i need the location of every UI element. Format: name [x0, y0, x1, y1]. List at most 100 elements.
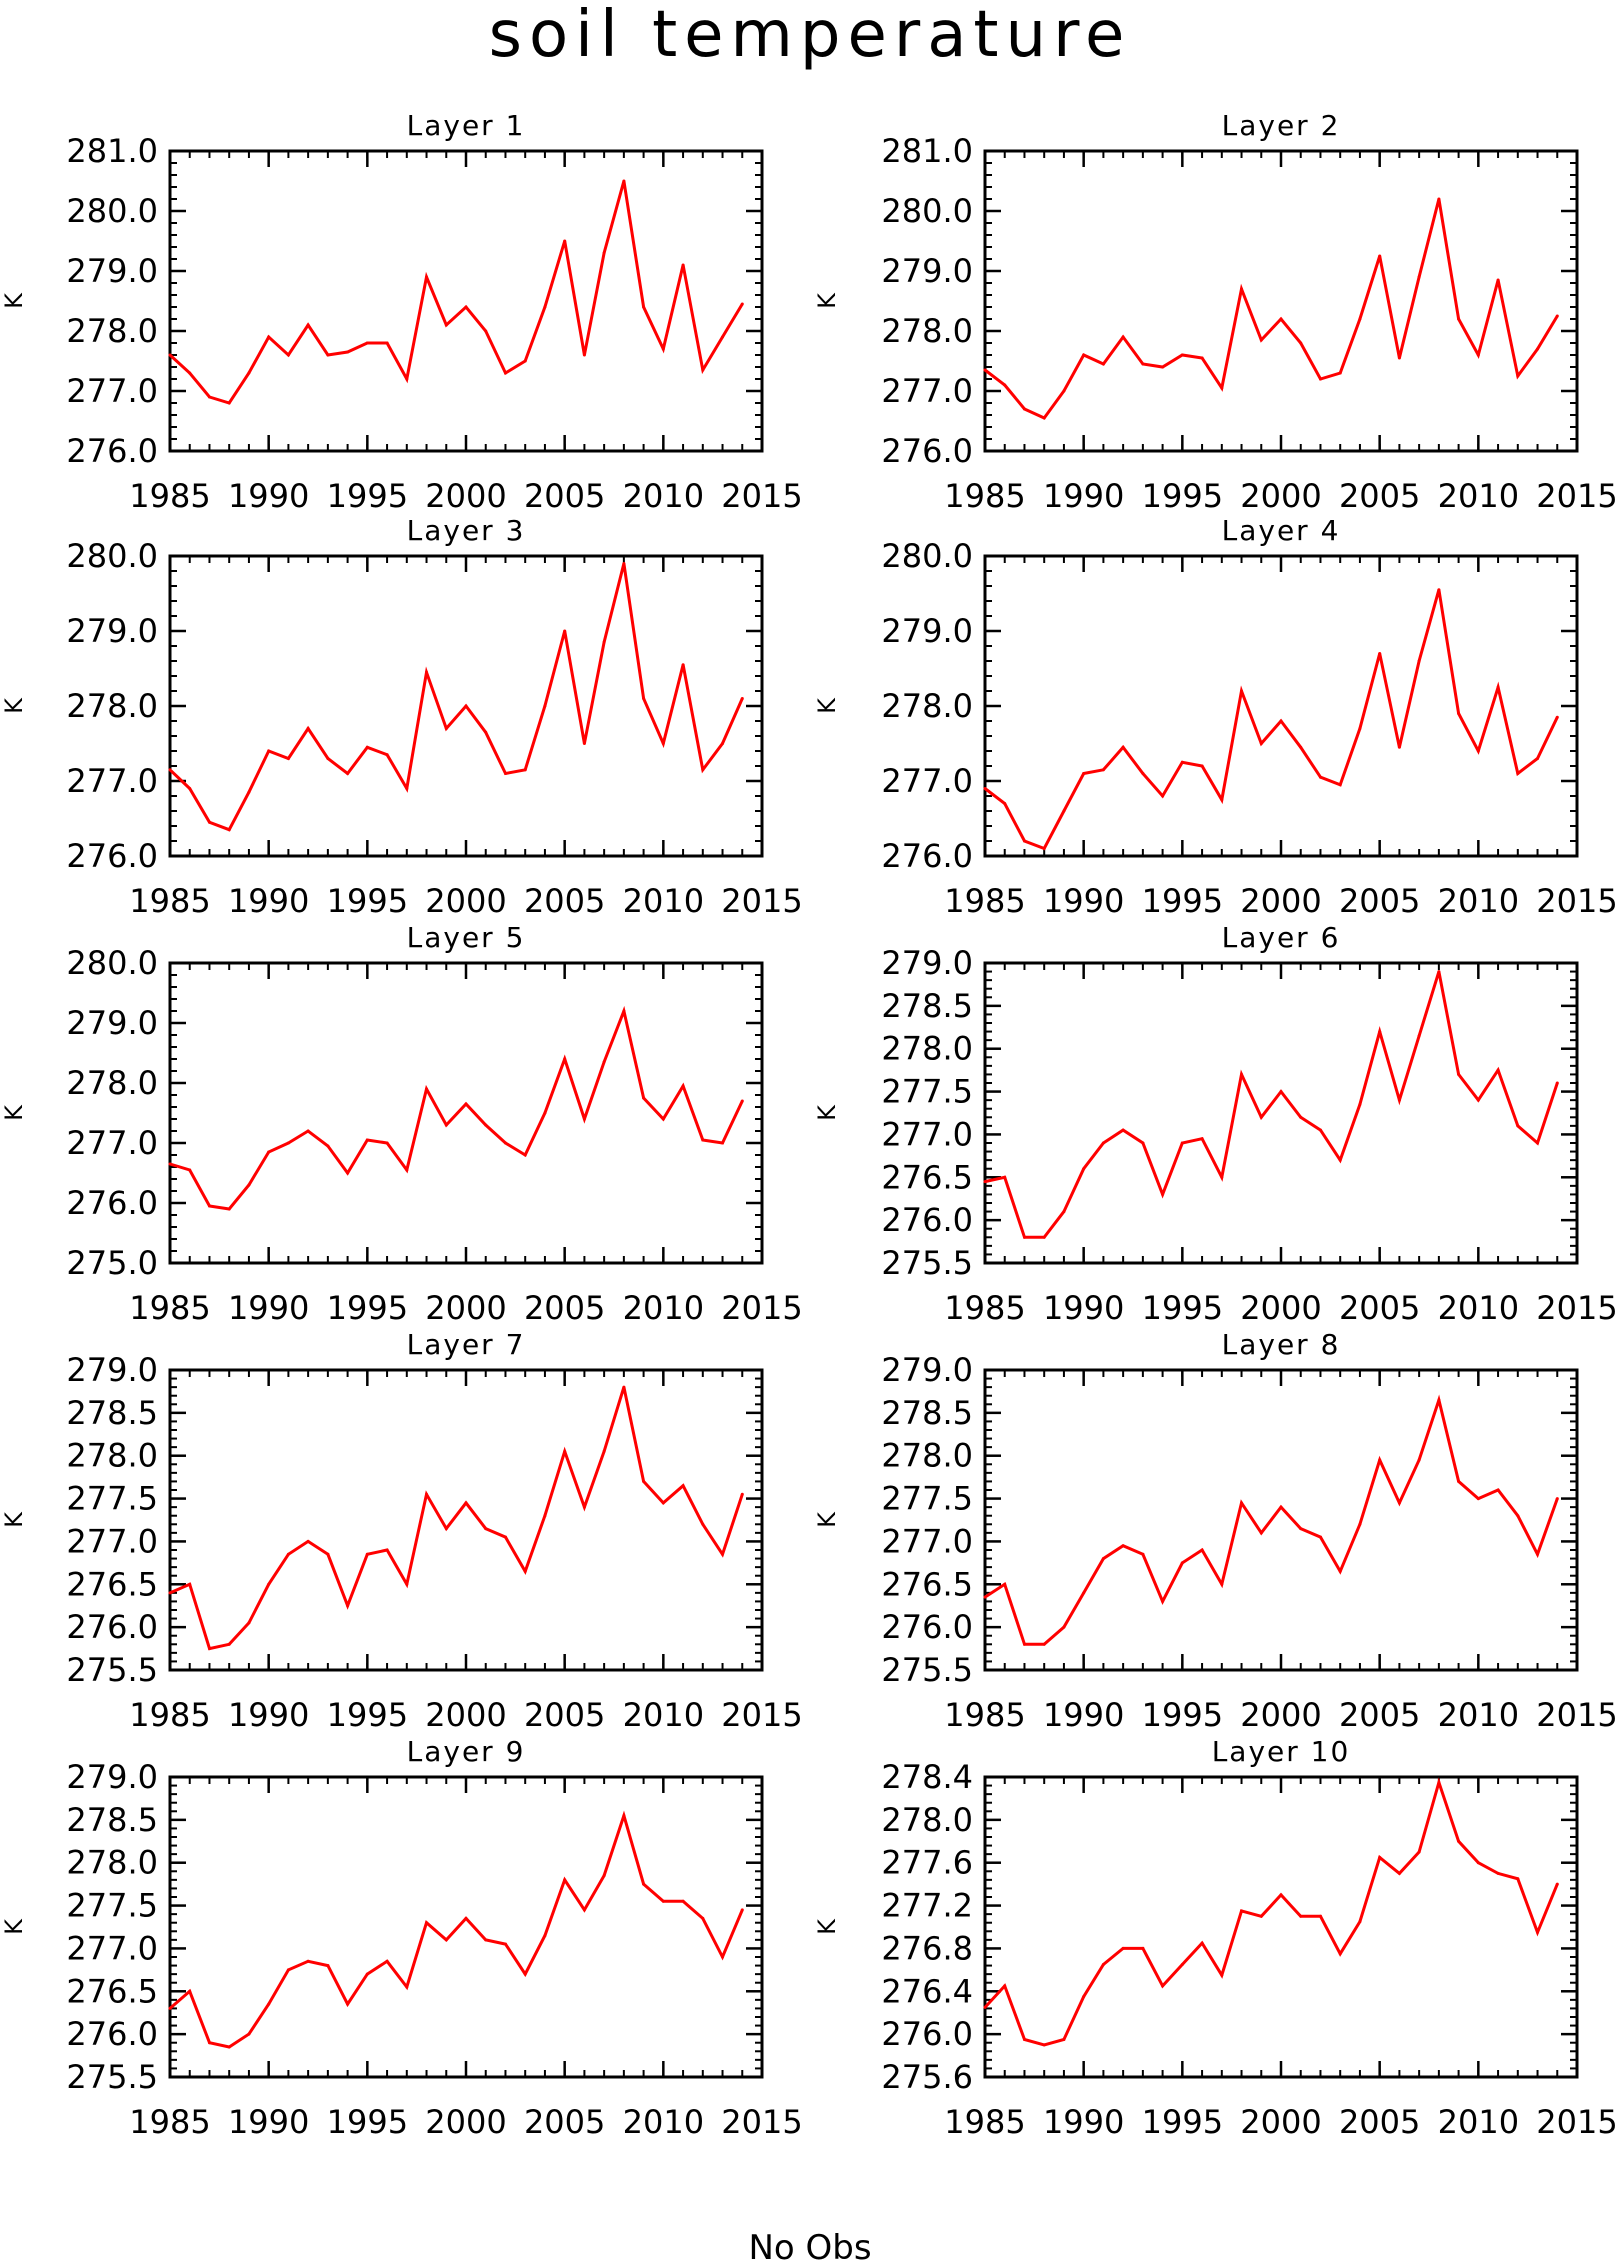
- data-point: [642, 305, 646, 309]
- data-point: [983, 787, 987, 790]
- y-tick-label: 278.0: [66, 687, 158, 725]
- data-point: [1101, 362, 1105, 366]
- data-point: [701, 1916, 705, 1920]
- data-point: [602, 1060, 606, 1064]
- data-point: [1397, 1098, 1401, 1102]
- data-point: [602, 1449, 606, 1453]
- data-point: [188, 787, 192, 790]
- data-point: [1121, 1544, 1125, 1548]
- data-point: [1220, 386, 1224, 390]
- panel-title: Layer 9: [407, 1735, 526, 1768]
- data-point: [484, 1123, 488, 1127]
- data-point: [1141, 1141, 1145, 1145]
- y-axis-label: K: [813, 1918, 841, 1935]
- x-tick-label: 2005: [524, 2103, 605, 2141]
- data-point: [267, 1150, 271, 1154]
- data-point: [1062, 2038, 1066, 2041]
- data-point: [1023, 1235, 1026, 1239]
- data-point: [306, 1539, 310, 1543]
- x-tick-label: 1985: [129, 477, 210, 515]
- data-point: [1555, 1081, 1559, 1085]
- data-point: [1082, 353, 1086, 357]
- data-point: [642, 1882, 646, 1886]
- data-point: [681, 663, 685, 667]
- data-point: [1437, 197, 1441, 201]
- data-point: [365, 1552, 369, 1556]
- data-point: [405, 1168, 409, 1172]
- data-point: [523, 1972, 527, 1976]
- data-point: [504, 772, 507, 775]
- data-point: [1023, 2038, 1026, 2041]
- data-point: [1496, 1871, 1500, 1875]
- data-point: [1042, 847, 1046, 850]
- data-point: [1555, 314, 1559, 318]
- x-tick-label: 1995: [327, 882, 408, 920]
- data-point: [1397, 1501, 1401, 1505]
- data-point: [267, 1582, 271, 1586]
- data-point: [1299, 745, 1303, 749]
- plot-frame: [983, 961, 1579, 1265]
- data-point: [681, 263, 685, 267]
- y-tick-label: 275.5: [881, 1244, 973, 1282]
- x-tick-label: 2010: [623, 2103, 704, 2141]
- data-point: [1259, 1531, 1263, 1535]
- x-tick-label: 1990: [1043, 1696, 1124, 1734]
- data-point: [1141, 362, 1145, 366]
- panel-title: Layer 10: [1212, 1735, 1351, 1768]
- data-point: [661, 347, 665, 351]
- footnote: No Obs: [748, 2228, 872, 2268]
- data-point: [543, 1111, 547, 1115]
- y-tick-label: 277.5: [881, 1073, 973, 1111]
- data-line: [984, 198, 1559, 420]
- data-point: [504, 371, 507, 375]
- data-point: [1378, 254, 1382, 258]
- y-tick-label: 278.0: [881, 1030, 973, 1068]
- y-tick-label: 281.0: [66, 132, 158, 170]
- data-point: [286, 757, 290, 760]
- data-point: [1062, 1625, 1066, 1629]
- data-line: [169, 1386, 744, 1651]
- data-point: [681, 1084, 685, 1088]
- data-point: [1536, 757, 1539, 760]
- y-tick-label: 277.0: [881, 1115, 973, 1153]
- x-tick-label: 1985: [129, 1289, 210, 1327]
- y-tick-label: 278.0: [881, 687, 973, 725]
- y-tick-label: 277.0: [66, 1522, 158, 1560]
- y-tick-label: 280.0: [66, 537, 158, 575]
- data-point: [247, 371, 251, 375]
- data-point: [1358, 1102, 1362, 1106]
- data-point: [1378, 652, 1382, 655]
- x-tick-label: 2000: [1240, 882, 1321, 920]
- data-point: [168, 2006, 172, 2010]
- data-point: [1023, 407, 1026, 411]
- data-point: [661, 742, 665, 745]
- data-point: [1062, 1210, 1066, 1214]
- data-point: [1516, 1877, 1520, 1881]
- y-tick-label: 280.0: [881, 537, 973, 575]
- data-point: [1437, 1780, 1441, 1784]
- data-point: [1299, 1115, 1303, 1119]
- data-point: [701, 768, 705, 772]
- data-point: [1180, 760, 1184, 764]
- data-point: [1200, 764, 1204, 768]
- data-point: [444, 1938, 448, 1942]
- x-tick-label: 2000: [1240, 1289, 1321, 1327]
- data-point: [188, 1582, 192, 1586]
- data-point: [1417, 1850, 1421, 1854]
- data-point: [1417, 275, 1421, 279]
- data-point: [1319, 1535, 1322, 1539]
- y-tick-label: 277.0: [66, 1929, 158, 1967]
- data-point: [1240, 1909, 1243, 1913]
- y-tick-label: 279.0: [66, 252, 158, 290]
- x-tick-label: 1990: [228, 2103, 309, 2141]
- y-tick-label: 279.0: [881, 944, 973, 982]
- panel-title: Layer 1: [407, 109, 526, 142]
- data-point: [1121, 1128, 1125, 1132]
- data-point: [1457, 1072, 1461, 1076]
- chart-panel-5: Layer 5 K 1985 1990 1995 2000 2005 2010 2015 275.…: [0, 921, 803, 1327]
- data-point: [484, 329, 488, 333]
- data-point: [267, 749, 271, 753]
- data-point: [563, 239, 567, 243]
- data-point: [326, 1552, 330, 1556]
- data-point: [1437, 588, 1441, 592]
